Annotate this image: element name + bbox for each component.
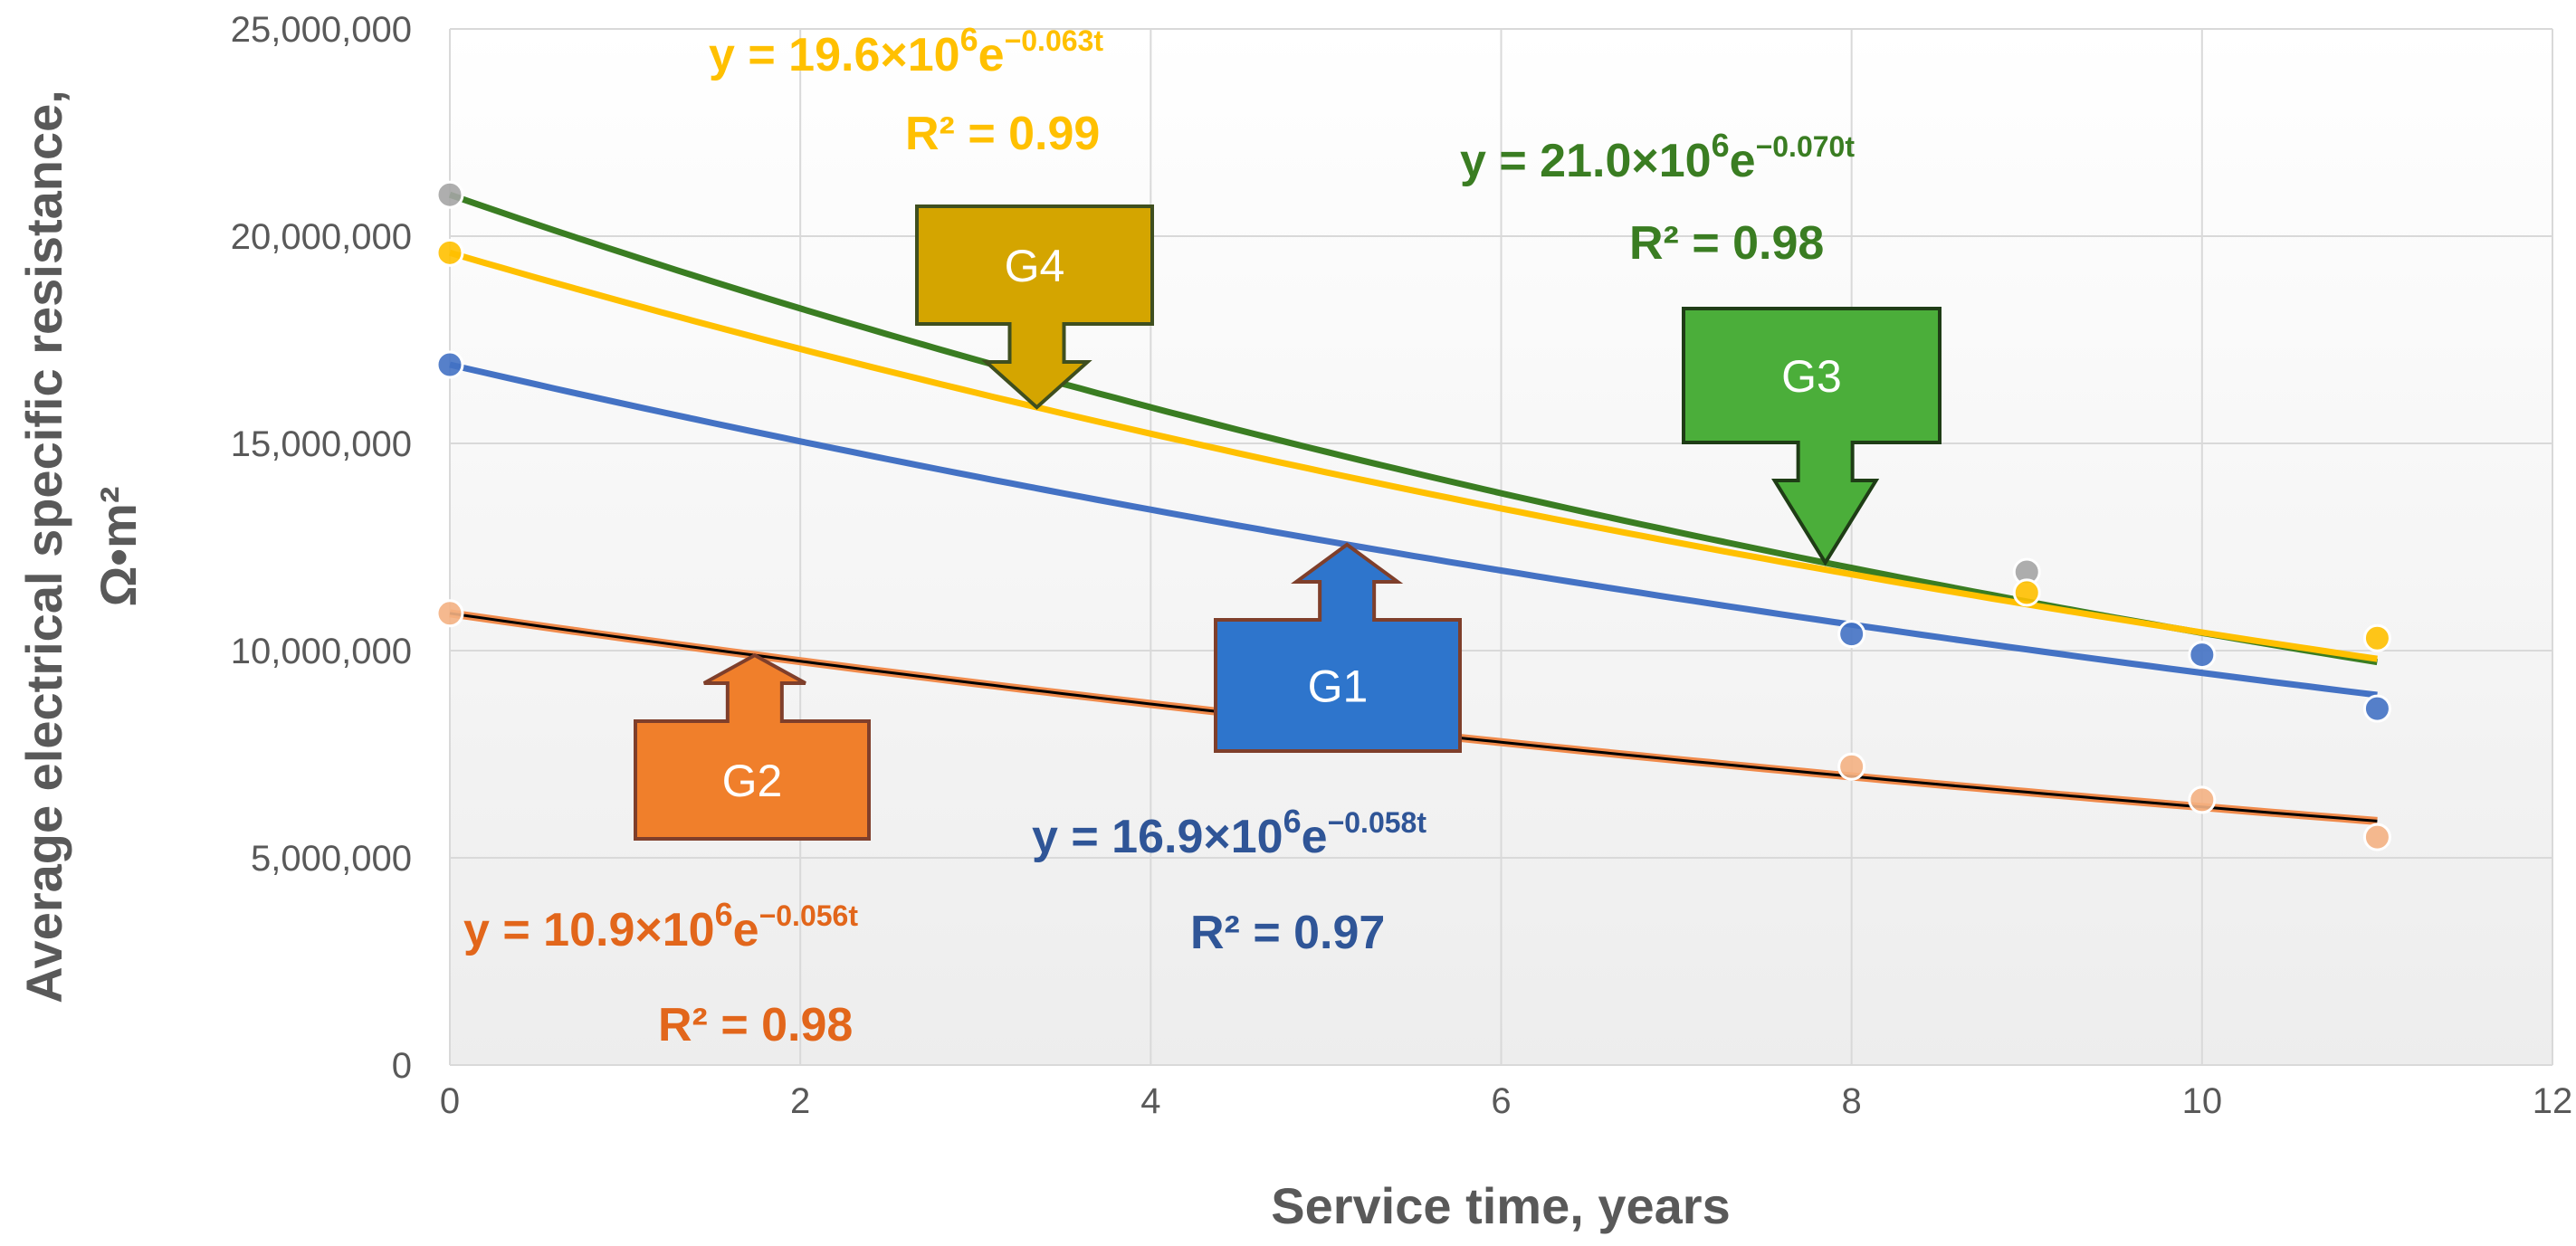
data-point-g2 <box>1837 752 1866 781</box>
x-tick-label: 10 <box>2182 1081 2223 1121</box>
x-tick-label: 4 <box>1140 1081 1160 1121</box>
x-tick-label: 6 <box>1491 1081 1511 1121</box>
r-squared-g3: R² = 0.98 <box>1629 217 1824 270</box>
callout-g1 <box>1214 542 1462 753</box>
data-point-g4 <box>2012 578 2041 607</box>
x-tick-label: 0 <box>440 1081 460 1121</box>
equation-g2: y = 10.9×106e−0.056t <box>463 896 858 956</box>
callout-g2 <box>634 652 871 841</box>
r-squared-g2: R² = 0.98 <box>658 999 853 1051</box>
y-tick-label: 20,000,000 <box>231 217 412 257</box>
x-tick-label: 12 <box>2533 1081 2573 1121</box>
data-point-g3 <box>435 180 464 209</box>
trendline-g4 <box>449 249 2378 662</box>
y-tick-label: 25,000,000 <box>231 10 412 50</box>
x-tick-labels: 0 2 4 6 8 10 12 <box>440 1081 2572 1121</box>
grid <box>449 28 2553 1066</box>
y-tick-label: 5,000,000 <box>251 839 412 879</box>
trendline-g1 <box>449 361 2378 699</box>
equation-g1: y = 16.9×106e−0.058t <box>1032 803 1426 863</box>
equation-g4: y = 19.6×106e−0.063t <box>709 21 1103 81</box>
data-point-g1 <box>2362 694 2391 723</box>
callout-label-g1: G1 <box>1308 661 1369 712</box>
r-squared-g4: R² = 0.99 <box>905 108 1100 160</box>
callout-label-g4: G4 <box>1005 241 1065 291</box>
equation-g3: y = 21.0×106e−0.070t <box>1460 127 1855 187</box>
equations: y = 16.9×106e−0.058t R² = 0.97 y = 10.9×10… <box>463 21 1855 1051</box>
data-point-g1 <box>2188 641 2217 670</box>
data-point-g4 <box>435 238 464 267</box>
y-tick-labels: 0 5,000,000 10,000,000 15,000,000 20,000,000… <box>231 10 412 1086</box>
callout-g4 <box>915 204 1154 410</box>
x-tick-label: 2 <box>790 1081 810 1121</box>
y-tick-label: 10,000,000 <box>231 632 412 671</box>
callout-label-g2: G2 <box>722 756 783 806</box>
y-tick-label: 15,000,000 <box>231 424 412 464</box>
r-squared-g1: R² = 0.97 <box>1190 907 1385 959</box>
data-point-g1 <box>1837 620 1866 649</box>
data-point-g2 <box>435 599 464 628</box>
data-points <box>435 180 2391 851</box>
x-axis-title: Service time, years <box>1271 1177 1730 1234</box>
data-point-g2 <box>2188 785 2217 814</box>
callout-label-g3: G3 <box>1781 351 1842 402</box>
data-point-g4 <box>2362 623 2391 652</box>
data-point-g1 <box>435 350 464 379</box>
x-tick-label: 8 <box>1842 1081 1862 1121</box>
y-tick-label: 0 <box>392 1046 412 1086</box>
y-axis-title-line1: Average electrical specific resistance, <box>15 90 72 1003</box>
callouts: G1 G2 G3 G4 <box>634 204 1942 841</box>
y-axis-title-line2: Ω•m² <box>90 487 147 607</box>
callout-g3 <box>1682 307 1942 566</box>
data-point-g2 <box>2362 823 2391 851</box>
